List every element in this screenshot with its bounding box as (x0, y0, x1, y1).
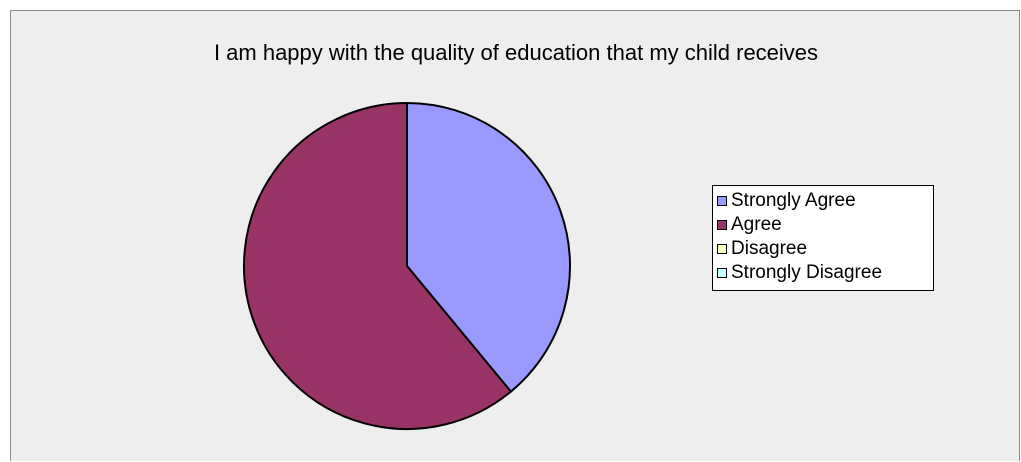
chart-legend: Strongly Agree Agree Disagree Strongly D… (712, 185, 934, 291)
legend-label: Agree (731, 214, 782, 235)
chart-title: I am happy with the quality of education… (213, 40, 819, 65)
chart-area: I am happy with the quality of education… (10, 10, 1020, 461)
legend-label: Strongly Agree (731, 190, 856, 211)
legend-swatch (717, 220, 727, 230)
legend-swatch (717, 196, 727, 206)
legend-swatch (717, 244, 727, 254)
legend-item-strongly-agree: Strongly Agree (717, 189, 933, 213)
legend-label: Disagree (731, 238, 808, 259)
legend-item-disagree: Disagree (717, 237, 933, 261)
legend-swatch (717, 268, 727, 278)
legend-item-agree: Agree (717, 213, 933, 237)
pie-slice-strongly-agree (406, 101, 571, 394)
pie-slice-agree (243, 101, 513, 430)
legend-label: Strongly Disagree (731, 262, 883, 283)
pie-chart (243, 101, 571, 430)
legend-item-strongly-disagree: Strongly Disagree (717, 261, 933, 285)
